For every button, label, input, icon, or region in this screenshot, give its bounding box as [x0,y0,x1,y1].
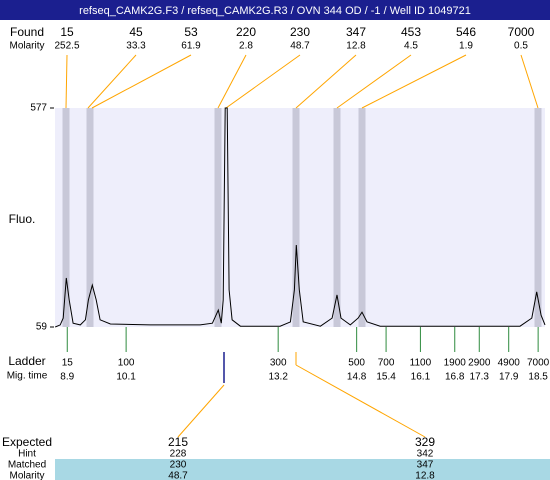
found-molarity: 252.5 [54,41,79,52]
ladder-time: 18.5 [528,372,548,383]
expected-label: Expected [2,435,52,449]
found-size: 347 [346,25,366,39]
found-connector [520,54,539,109]
found-molarity: 0.5 [514,41,528,52]
found-size: 230 [290,25,310,39]
hint-size: 342 [417,449,434,460]
ladder-time: 14.8 [347,372,367,383]
ladder-size: 700 [378,358,395,369]
found-connector [361,54,467,109]
found-connector [225,54,301,109]
ladder-size: 7000 [527,358,550,369]
ladder-time: 16.1 [411,372,431,383]
ladder-time: 15.4 [376,372,396,383]
found-size: 546 [456,25,476,39]
matched-highlight [55,459,550,480]
found-connector [87,54,137,109]
found-size: 453 [401,25,421,39]
found-molarity: 2.8 [239,41,253,52]
expected-size: 329 [415,435,435,449]
expected-molarity-label: Molarity [9,471,44,480]
molarity-label: Molarity [9,41,44,52]
ladder-size: 4900 [498,358,521,369]
matched-size: 347 [417,460,434,471]
ladder-size: 1900 [444,358,467,369]
matched-molarity: 48.7 [168,471,188,480]
ladder-size: 100 [118,358,135,369]
expected-connector [177,384,225,438]
ladder-size: 2900 [468,358,491,369]
found-size: 45 [129,25,143,39]
ladder-time: 16.8 [445,372,465,383]
ladder-size: 300 [270,358,287,369]
hint-size: 228 [170,449,187,460]
y-axis-label: Fluo. [9,212,36,226]
expected-size: 215 [168,435,188,449]
mig-time-label: Mig. time [7,371,48,382]
found-connector [336,54,412,109]
found-connector [217,54,247,109]
peak-band [214,108,222,327]
peak-band [358,108,366,327]
title-bar [0,0,550,20]
ladder-time: 13.2 [268,372,288,383]
ladder-time: 17.3 [470,372,490,383]
peak-band [292,108,300,327]
peak-band [62,108,70,327]
title: refseq_CAMK2G.F3 / refseq_CAMK2G.R3 / OV… [79,5,471,17]
found-connector [295,54,357,109]
found-molarity: 61.9 [181,41,201,52]
found-connector [65,54,68,109]
ladder-time: 10.1 [116,372,136,383]
ladder-size: 15 [62,358,74,369]
expected-connector [295,364,426,438]
matched-molarity: 12.8 [415,471,435,480]
ladder-label: Ladder [8,354,45,368]
plot-area [55,108,545,327]
peak-band [534,108,542,327]
found-label: Found [10,25,44,39]
matched-label: Matched [8,460,46,471]
y-tick-label: 59 [36,322,48,333]
trace [55,107,546,328]
matched-size: 230 [170,460,187,471]
found-size: 7000 [508,25,535,39]
peak-band [86,108,94,327]
ladder-time: 17.9 [499,372,519,383]
found-molarity: 12.8 [346,41,366,52]
found-size: 53 [184,25,198,39]
found-molarity: 4.5 [404,41,418,52]
hint-label: Hint [18,449,36,460]
ladder-size: 1100 [410,358,432,369]
y-tick-label: 577 [30,103,47,114]
found-size: 15 [60,25,74,39]
found-size: 220 [236,25,256,39]
found-molarity: 33.3 [126,41,146,52]
peak-band [333,108,341,327]
found-molarity: 1.9 [459,41,473,52]
ladder-size: 500 [348,358,365,369]
found-connector [91,54,192,109]
ladder-time: 8.9 [60,372,74,383]
found-molarity: 48.7 [290,41,310,52]
